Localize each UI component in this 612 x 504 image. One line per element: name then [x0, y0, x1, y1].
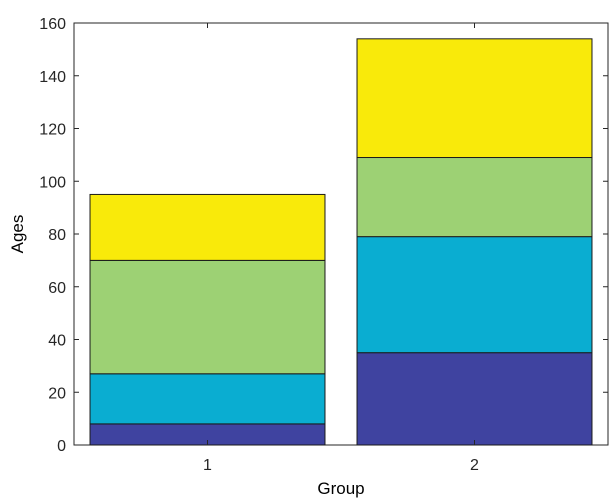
y-tick-label: 160: [39, 16, 66, 33]
x-tick-label: 2: [470, 457, 479, 474]
bar-segment-1-2: [89, 373, 326, 425]
x-tick-label: 1: [203, 457, 212, 474]
bar-segment-2-2: [356, 236, 593, 354]
y-tick-label: 0: [57, 438, 66, 455]
bar-segment-2-4: [356, 38, 593, 159]
y-tick-label: 60: [48, 280, 66, 297]
y-tick-label: 20: [48, 385, 66, 402]
bar-segment-2-1: [356, 352, 593, 446]
y-tick-label: 80: [48, 227, 66, 244]
y-tick-label: 140: [39, 69, 66, 86]
y-tick-label: 40: [48, 333, 66, 350]
y-tick-label: 100: [39, 174, 66, 191]
bar-segment-1-4: [89, 193, 326, 261]
x-axis-title: Group: [317, 479, 364, 498]
bar-segment-2-3: [356, 157, 593, 238]
y-axis-title: Ages: [8, 215, 27, 254]
bar-segment-1-3: [89, 259, 326, 375]
y-tick-label: 120: [39, 122, 66, 139]
plot-area: 0 20 40 60 80 100 120 140 160 1 2: [39, 16, 609, 474]
